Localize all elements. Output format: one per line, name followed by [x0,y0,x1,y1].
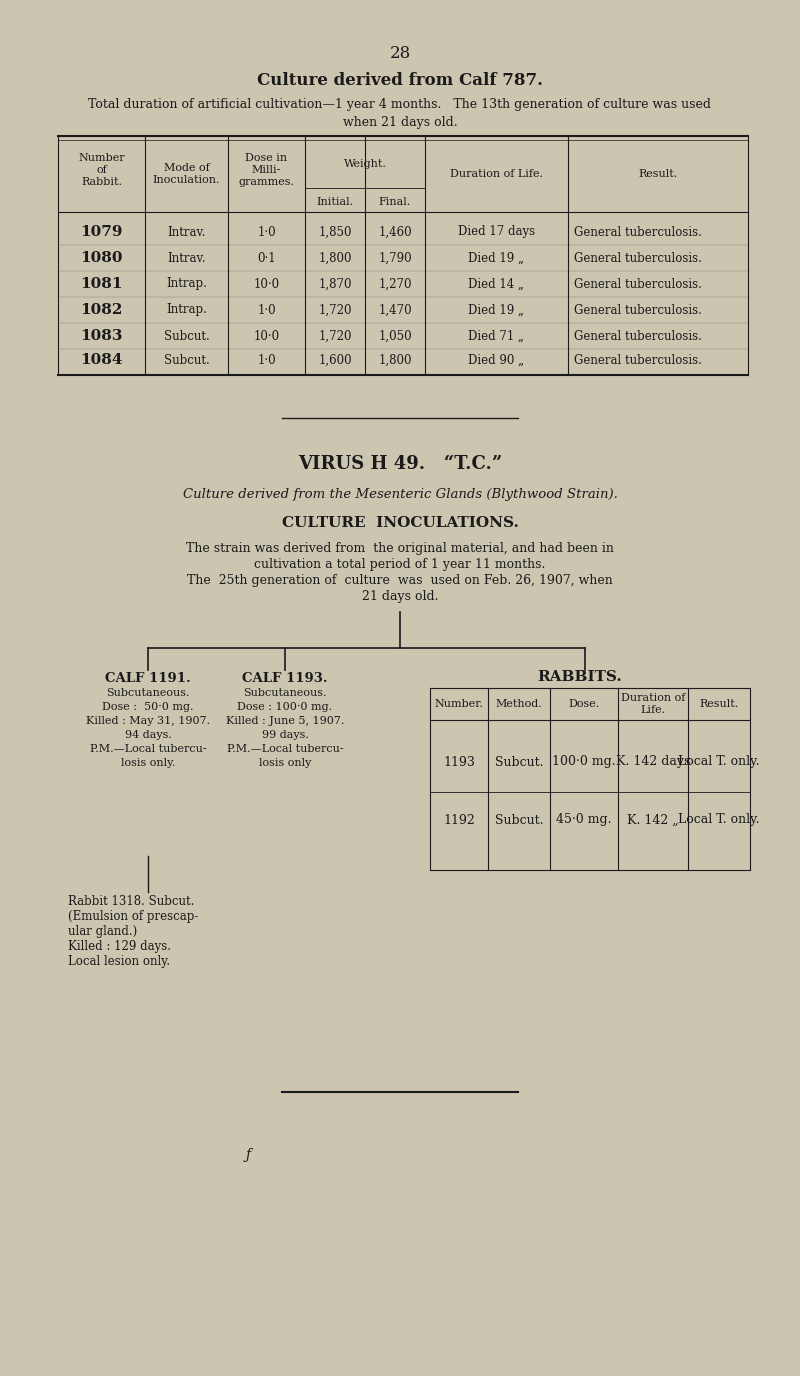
Text: Killed : May 31, 1907.: Killed : May 31, 1907. [86,716,210,727]
Text: Result.: Result. [638,169,678,179]
Text: Rabbit 1318. Subcut.: Rabbit 1318. Subcut. [68,894,194,908]
Text: ƒ: ƒ [246,1148,250,1161]
Text: losis only: losis only [259,758,311,768]
Text: Mode of
Inoculation.: Mode of Inoculation. [153,162,220,186]
Text: 1·0: 1·0 [257,354,276,366]
Text: Died 19 „: Died 19 „ [469,304,525,316]
Text: The strain was derived from  the original material, and had been in: The strain was derived from the original… [186,542,614,555]
Text: Intrap.: Intrap. [166,278,207,290]
Text: 1193: 1193 [443,755,475,769]
Text: 1192: 1192 [443,813,475,827]
Text: 1,050: 1,050 [378,329,412,343]
Text: General tuberculosis.: General tuberculosis. [574,304,702,316]
Text: Weight.: Weight. [343,160,386,169]
Text: 1,790: 1,790 [378,252,412,264]
Text: 45·0 mg.: 45·0 mg. [556,813,612,827]
Text: P.M.—Local tubercu-: P.M.—Local tubercu- [90,744,206,754]
Text: 1,720: 1,720 [318,329,352,343]
Text: K. 142 days: K. 142 days [616,755,690,769]
Text: Intrav.: Intrav. [167,252,206,264]
Text: Subcut.: Subcut. [494,813,543,827]
Text: General tuberculosis.: General tuberculosis. [574,354,702,366]
Text: 10·0: 10·0 [254,278,279,290]
Text: 1,800: 1,800 [378,354,412,366]
Text: 1,720: 1,720 [318,304,352,316]
Text: 0·1: 0·1 [257,252,276,264]
Text: Initial.: Initial. [317,197,354,206]
Text: The  25th generation of  culture  was  used on Feb. 26, 1907, when: The 25th generation of culture was used … [187,574,613,588]
Text: 1,850: 1,850 [318,226,352,238]
Text: Result.: Result. [699,699,738,709]
Text: RABBITS.: RABBITS. [538,670,622,684]
Text: 99 days.: 99 days. [262,731,309,740]
Text: 1082: 1082 [80,303,122,316]
Text: Intrap.: Intrap. [166,304,207,316]
Text: Died 90 „: Died 90 „ [469,354,525,366]
Text: 94 days.: 94 days. [125,731,171,740]
Text: Subcut.: Subcut. [494,755,543,769]
Text: losis only.: losis only. [121,758,175,768]
Text: 21 days old.: 21 days old. [362,590,438,603]
Text: 10·0: 10·0 [254,329,279,343]
Text: Final.: Final. [379,197,411,206]
Text: 28: 28 [390,45,410,62]
Text: 1079: 1079 [80,226,122,239]
Text: Killed : 129 days.: Killed : 129 days. [68,940,171,954]
Text: Died 14 „: Died 14 „ [469,278,525,290]
Text: Dose.: Dose. [568,699,600,709]
Text: Duration of
Life.: Duration of Life. [621,694,685,714]
Text: Number
of
Rabbit.: Number of Rabbit. [78,153,125,187]
Text: CULTURE  INOCULATIONS.: CULTURE INOCULATIONS. [282,516,518,530]
Text: Dose in
Milli-
grammes.: Dose in Milli- grammes. [238,153,294,187]
Text: 1·0: 1·0 [257,226,276,238]
Text: Died 17 days: Died 17 days [458,226,535,238]
Text: CALF 1193.: CALF 1193. [242,671,328,685]
Text: General tuberculosis.: General tuberculosis. [574,252,702,264]
Text: CALF 1191.: CALF 1191. [105,671,191,685]
Text: 1,270: 1,270 [378,278,412,290]
Text: Culture derived from the Mesenteric Glands (Blythwood Strain).: Culture derived from the Mesenteric Glan… [182,488,618,501]
Text: Subcutaneous.: Subcutaneous. [106,688,190,698]
Text: 1,460: 1,460 [378,226,412,238]
Text: 1084: 1084 [80,354,122,367]
Text: 1081: 1081 [80,277,122,290]
Text: Local T. only.: Local T. only. [678,755,760,769]
Text: Local T. only.: Local T. only. [678,813,760,827]
Text: 1,470: 1,470 [378,304,412,316]
Text: K. 142 „: K. 142 „ [627,813,679,827]
Text: Number.: Number. [434,699,483,709]
Text: 1,800: 1,800 [318,252,352,264]
Text: Method.: Method. [496,699,542,709]
Text: Dose :  50·0 mg.: Dose : 50·0 mg. [102,702,194,711]
Text: 1,870: 1,870 [318,278,352,290]
Text: Died 71 „: Died 71 „ [469,329,525,343]
Text: 1080: 1080 [80,250,122,266]
Text: General tuberculosis.: General tuberculosis. [574,226,702,238]
Text: 100·0 mg.: 100·0 mg. [552,755,616,769]
Text: VIRUS H 49.   “T.C.”: VIRUS H 49. “T.C.” [298,455,502,473]
Text: Died 19 „: Died 19 „ [469,252,525,264]
Text: 1,600: 1,600 [318,354,352,366]
Text: Killed : June 5, 1907.: Killed : June 5, 1907. [226,716,344,727]
Text: cultivation a total period of 1 year 11 months.: cultivation a total period of 1 year 11 … [254,559,546,571]
Text: Subcut.: Subcut. [164,329,210,343]
Text: Total duration of artificial cultivation—1 year 4 months.   The 13th generation : Total duration of artificial cultivation… [89,98,711,129]
Text: Local lesion only.: Local lesion only. [68,955,170,967]
Text: P.M.—Local tubercu-: P.M.—Local tubercu- [226,744,343,754]
Text: 1·0: 1·0 [257,304,276,316]
Text: ular gland.): ular gland.) [68,925,138,938]
Text: General tuberculosis.: General tuberculosis. [574,329,702,343]
Text: Subcut.: Subcut. [164,354,210,366]
Text: Dose : 100·0 mg.: Dose : 100·0 mg. [238,702,333,711]
Text: (Emulsion of prescap-: (Emulsion of prescap- [68,910,198,923]
Text: Duration of Life.: Duration of Life. [450,169,543,179]
Text: Intrav.: Intrav. [167,226,206,238]
Text: General tuberculosis.: General tuberculosis. [574,278,702,290]
Text: 1083: 1083 [80,329,122,343]
Text: Culture derived from Calf 787.: Culture derived from Calf 787. [257,72,543,89]
Text: Subcutaneous.: Subcutaneous. [243,688,326,698]
